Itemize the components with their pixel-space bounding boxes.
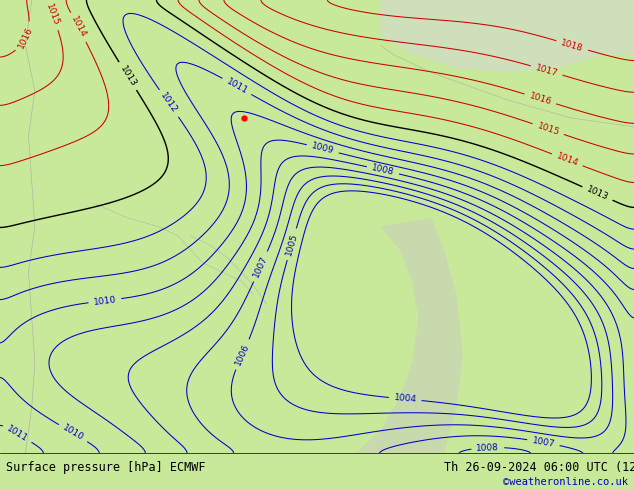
Text: 1015: 1015: [536, 121, 560, 137]
Text: ©weatheronline.co.uk: ©weatheronline.co.uk: [503, 477, 628, 487]
Text: Surface pressure [hPa] ECMWF: Surface pressure [hPa] ECMWF: [6, 461, 206, 474]
Text: 1008: 1008: [371, 164, 395, 177]
Text: 1007: 1007: [531, 436, 555, 449]
Text: 1016: 1016: [528, 91, 553, 107]
Text: 1014: 1014: [69, 15, 87, 40]
Text: Th 26-09-2024 06:00 UTC (12+66): Th 26-09-2024 06:00 UTC (12+66): [444, 461, 634, 474]
Text: 1010: 1010: [93, 295, 117, 307]
Text: 1005: 1005: [284, 232, 299, 257]
Text: 1016: 1016: [17, 25, 35, 50]
Polygon shape: [380, 0, 634, 73]
Text: 1008: 1008: [476, 442, 500, 453]
Text: 1017: 1017: [534, 63, 559, 78]
Text: 1011: 1011: [5, 424, 30, 443]
Text: 1007: 1007: [252, 254, 269, 279]
Text: 1011: 1011: [224, 77, 249, 96]
Text: 1013: 1013: [585, 185, 610, 202]
Text: 1018: 1018: [560, 38, 585, 53]
Text: 1009: 1009: [311, 142, 335, 156]
Text: 1015: 1015: [44, 2, 60, 27]
Text: 1004: 1004: [393, 393, 417, 405]
Text: 1006: 1006: [234, 342, 251, 367]
Text: 1013: 1013: [118, 64, 138, 88]
Text: 1014: 1014: [555, 151, 579, 168]
Text: 1010: 1010: [61, 423, 86, 443]
Polygon shape: [355, 218, 463, 453]
Text: 1012: 1012: [158, 92, 179, 115]
